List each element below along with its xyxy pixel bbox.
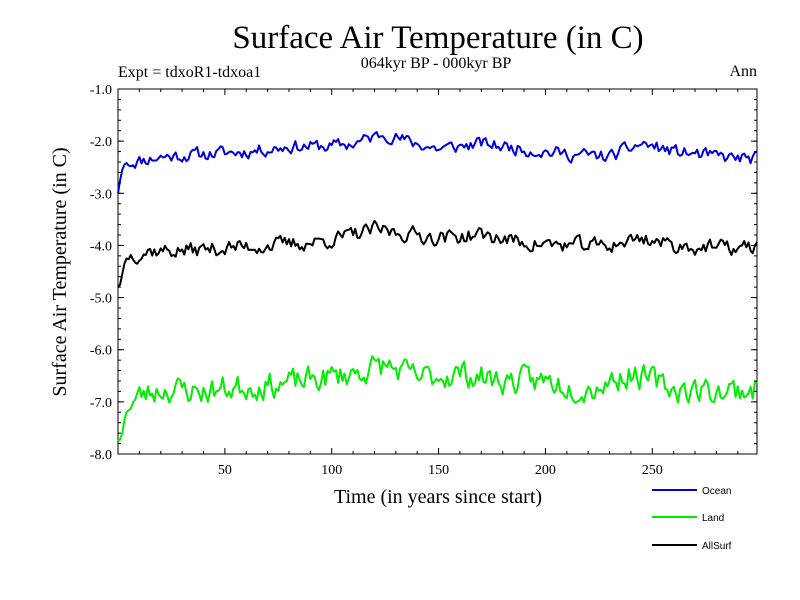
legend-label-ocean: Ocean — [702, 486, 731, 497]
legend: Ocean Land AllSurf — [652, 486, 732, 552]
y-tick-label: -8.0 — [90, 448, 112, 463]
series-line-land — [117, 355, 758, 442]
y-axis-label: Surface Air Temperature (in C) — [49, 147, 71, 396]
x-tick-label: 50 — [218, 463, 232, 478]
plot-frame — [117, 88, 758, 455]
chart-subtitle: 064kyr BP - 000kyr BP — [361, 55, 512, 72]
chart-title: Surface Air Temperature (in C) — [232, 20, 643, 56]
y-tick-label: -7.0 — [90, 396, 112, 411]
x-tick-label: 250 — [642, 463, 663, 478]
legend-label-allsurf: AllSurf — [702, 541, 732, 552]
y-tick-label: -2.0 — [90, 135, 112, 150]
axis-ticks: 50 100 150 200 250 -1.0 -2.0 -3.0 -4.0 -5.0 -6.0 -7… — [90, 83, 757, 478]
x-tick-label: 150 — [428, 463, 449, 478]
series-layer — [117, 131, 758, 442]
y-tick-label: -4.0 — [90, 239, 112, 254]
series-line-allsurf — [117, 219, 758, 288]
experiment-label: Expt = tdxoR1-tdxoa1 — [118, 64, 261, 81]
series-line-ocean — [117, 131, 758, 194]
x-axis-label: Time (in years since start) — [334, 486, 542, 508]
legend-label-land: Land — [702, 513, 724, 524]
y-tick-label: -5.0 — [90, 292, 112, 307]
period-label: Ann — [729, 63, 757, 80]
x-tick-label: 200 — [535, 463, 556, 478]
x-tick-label: 100 — [321, 463, 342, 478]
y-tick-label: -6.0 — [90, 344, 112, 359]
y-tick-label: -1.0 — [90, 83, 112, 98]
y-tick-label: -3.0 — [90, 187, 112, 202]
